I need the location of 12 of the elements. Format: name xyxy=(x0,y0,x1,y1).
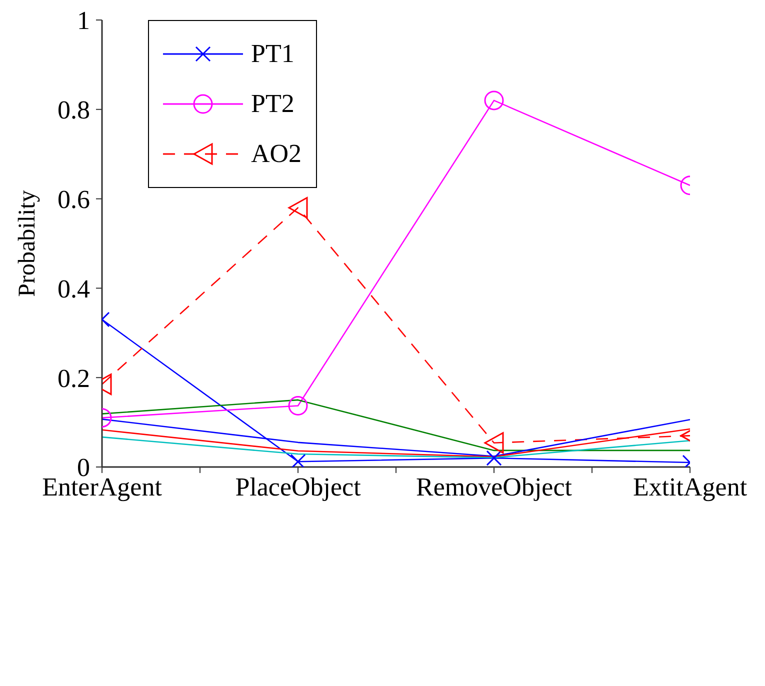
legend-label: PT2 xyxy=(251,89,294,119)
x-tick-label: PlaceObject xyxy=(235,472,362,502)
legend-label: PT1 xyxy=(251,39,294,69)
y-tick-label: 0.4 xyxy=(58,274,90,304)
y-tick-label: 0.2 xyxy=(58,364,90,393)
y-tick-label: 1 xyxy=(77,6,90,36)
y-axis-title: Probability xyxy=(14,190,41,297)
legend-label: AO2 xyxy=(251,139,302,169)
y-tick-label: 0.8 xyxy=(58,96,90,125)
y-tick-label: 0.6 xyxy=(58,185,90,214)
x-tick-label: ExtitAgent xyxy=(632,472,748,502)
x-tick-label: RemoveObject xyxy=(416,472,573,502)
